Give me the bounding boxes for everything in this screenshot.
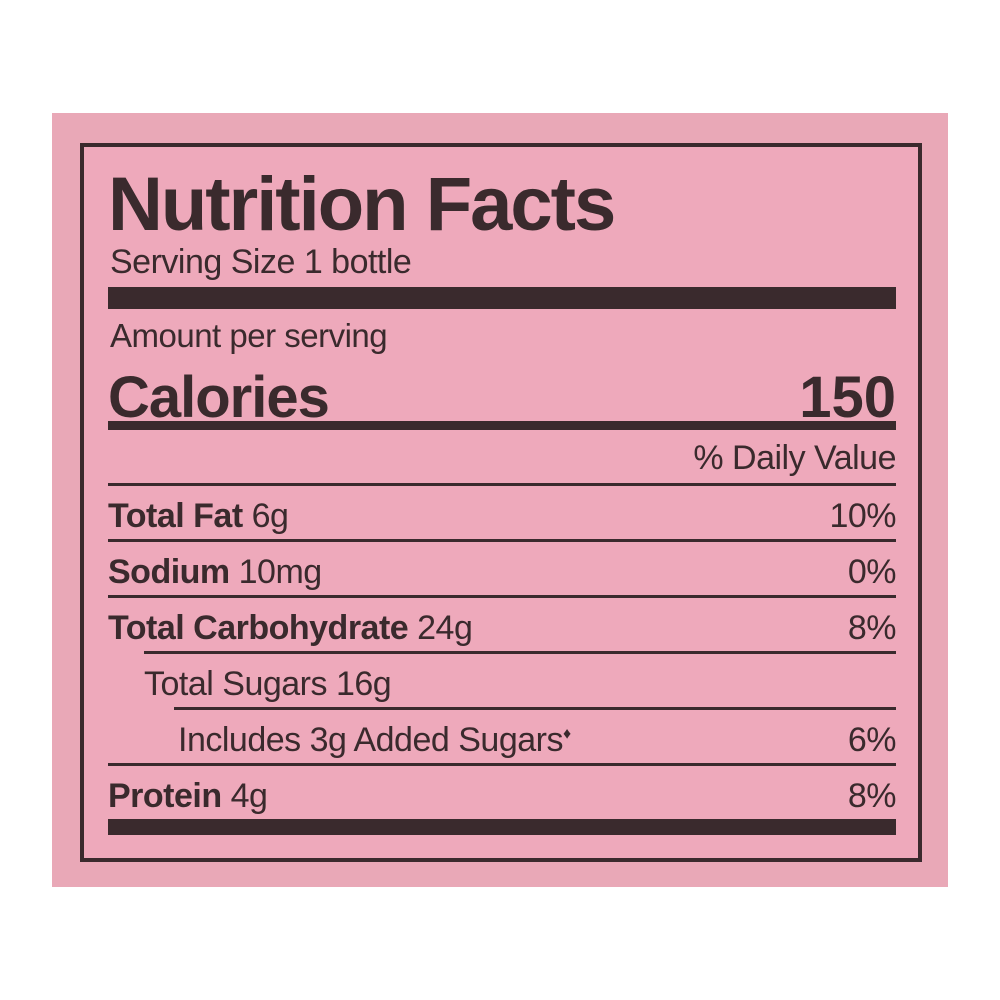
added-sugars-dv: 6% <box>847 721 897 759</box>
title: Nutrition Facts <box>108 162 616 247</box>
row-total-fat: Total Fat 6g <box>108 497 289 535</box>
divider <box>108 763 896 766</box>
protein-dv: 8% <box>847 777 897 815</box>
serving-size: Serving Size 1 bottle <box>110 243 412 281</box>
row-added-sugars: Includes 3g Added Sugars♦ <box>178 721 571 759</box>
sodium-dv: 0% <box>847 553 897 591</box>
row-protein: Protein 4g <box>108 777 268 815</box>
divider <box>108 595 896 598</box>
row-total-sugars: Total Sugars 16g <box>144 665 392 703</box>
divider <box>174 707 896 710</box>
amount-per-serving: Amount per serving <box>110 317 388 354</box>
total-fat-dv: 10% <box>829 497 896 535</box>
calories-value: 150 <box>799 365 896 430</box>
thick-divider <box>108 819 896 835</box>
thick-divider <box>108 287 896 309</box>
divider <box>108 539 896 542</box>
diamond-icon: ♦ <box>562 725 571 743</box>
medium-divider <box>108 421 896 430</box>
row-sodium: Sodium 10mg <box>108 553 322 591</box>
row-total-carbohydrate: Total Carbohydrate 24g <box>108 609 473 647</box>
calories-label: Calories <box>108 365 330 430</box>
nutrition-facts-label: Nutrition Facts Serving Size 1 bottle Am… <box>80 143 922 862</box>
divider <box>144 651 896 654</box>
daily-value-header: % Daily Value <box>693 439 896 477</box>
total-carbohydrate-dv: 8% <box>847 609 897 647</box>
divider <box>108 483 896 486</box>
